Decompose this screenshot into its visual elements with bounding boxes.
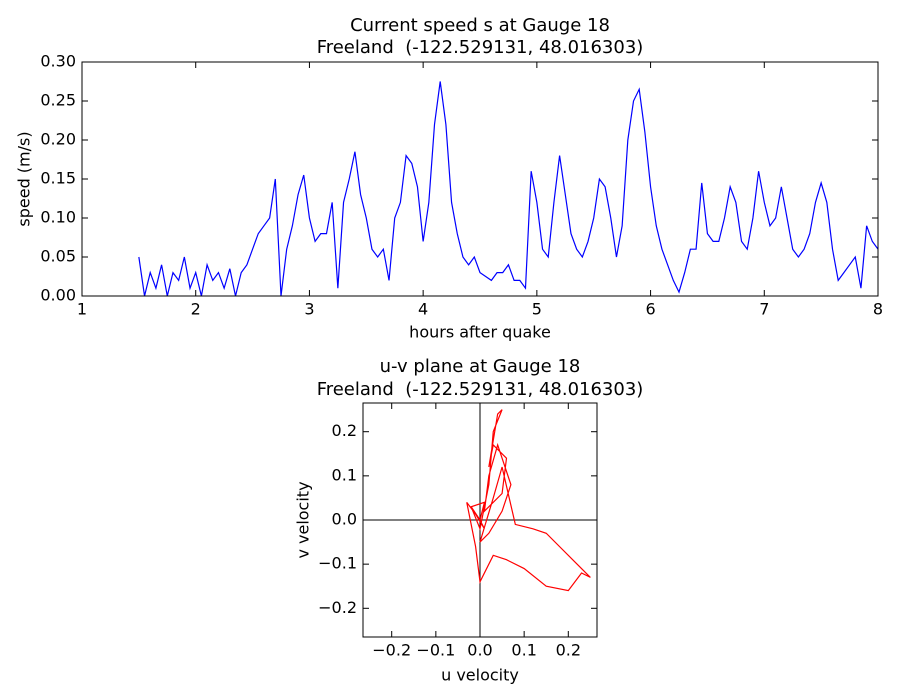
x-tick-label: 1 xyxy=(77,300,87,319)
x-tick-label: 4 xyxy=(418,300,428,319)
y-tick-label: 0.15 xyxy=(40,169,76,188)
x-tick-label: 2 xyxy=(191,300,201,319)
x-tick-label: 3 xyxy=(304,300,314,319)
y-tick-label: 0.05 xyxy=(40,247,76,266)
chart-subtitle: Freeland (-122.529131, 48.016303) xyxy=(317,37,644,58)
chart-title: u-v plane at Gauge 18 xyxy=(380,356,581,377)
x-axis-label: u velocity xyxy=(441,666,519,685)
chart-title: Current speed s at Gauge 18 xyxy=(350,15,610,36)
y-tick-label: −0.2 xyxy=(318,598,357,617)
y-tick-label: 0.10 xyxy=(40,208,76,227)
data-line xyxy=(466,409,591,592)
x-tick-label: 5 xyxy=(532,300,542,319)
y-tick-label: 0.00 xyxy=(40,286,76,305)
x-tick-label: −0.1 xyxy=(416,641,455,660)
y-tick-label: 0.30 xyxy=(40,52,76,71)
data-line xyxy=(138,81,878,296)
y-tick-label: 0.25 xyxy=(40,91,76,110)
x-tick-label: 7 xyxy=(759,300,769,319)
y-tick-label: 0.0 xyxy=(332,510,357,529)
y-axis-label: speed (m/s) xyxy=(15,131,34,226)
x-tick-label: 0.1 xyxy=(511,641,536,660)
y-axis-label: v velocity xyxy=(294,481,313,558)
y-tick-label: 0.20 xyxy=(40,130,76,149)
x-tick-label: 0.2 xyxy=(556,641,581,660)
x-tick-label: 0.0 xyxy=(467,641,492,660)
x-tick-label: 6 xyxy=(645,300,655,319)
y-tick-label: −0.1 xyxy=(318,554,357,573)
chart-subtitle: Freeland (-122.529131, 48.016303) xyxy=(317,379,644,400)
y-tick-label: 0.1 xyxy=(332,465,357,484)
y-tick-label: 0.2 xyxy=(332,421,357,440)
x-tick-label: 8 xyxy=(873,300,883,319)
x-tick-label: −0.2 xyxy=(372,641,411,660)
plot-frame xyxy=(81,61,879,297)
x-axis-label: hours after quake xyxy=(409,323,551,342)
